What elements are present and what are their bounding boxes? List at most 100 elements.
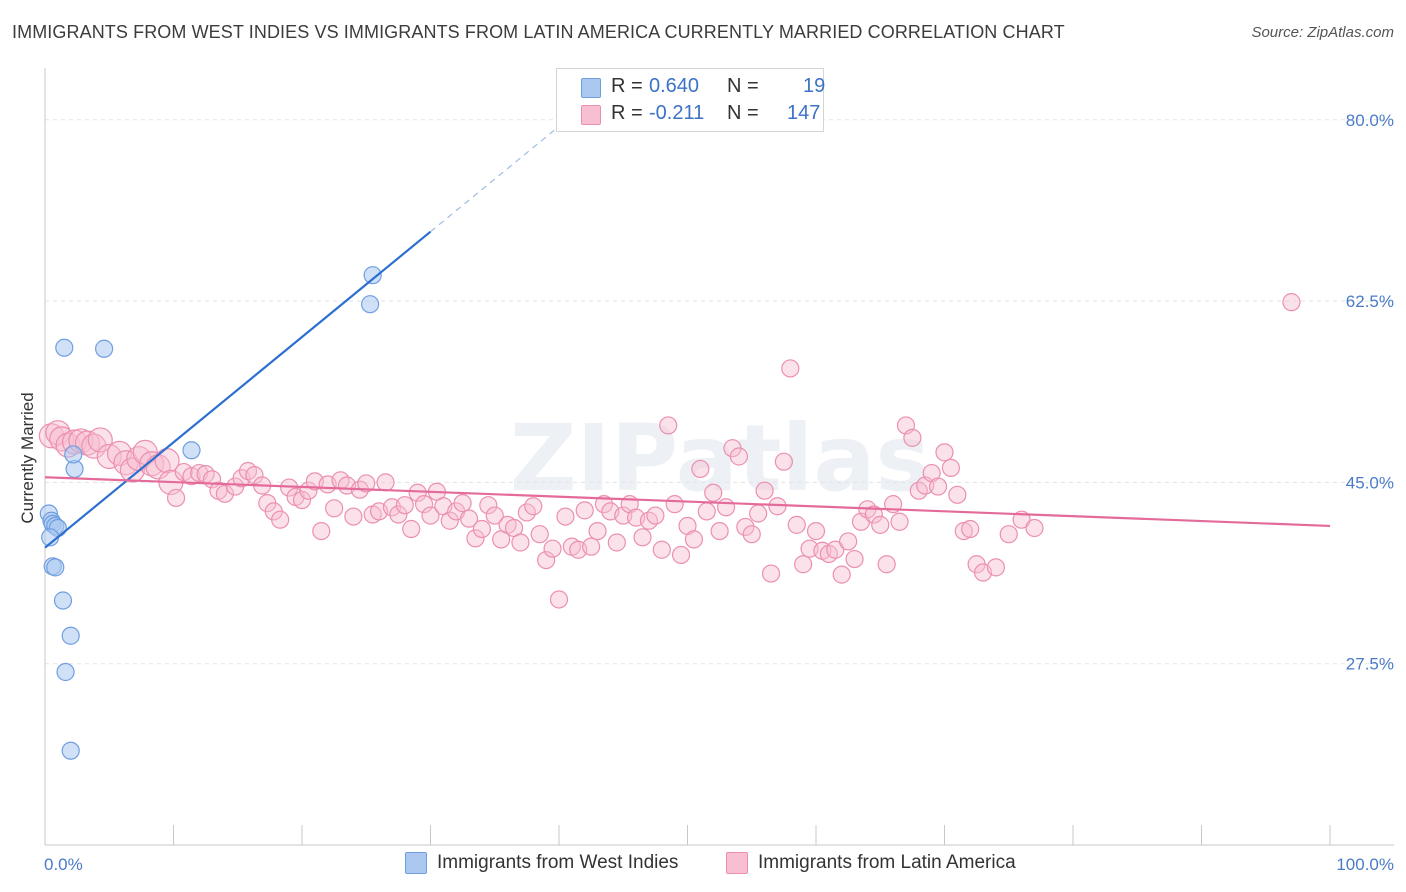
latin-america-point: [106, 440, 133, 466]
latin-america-trend-line: [44, 476, 1331, 528]
y-tick-label: 27.5%: [1346, 655, 1394, 674]
latin-america-point: [271, 510, 290, 529]
latin-america-point: [845, 549, 864, 569]
latin-america-point: [794, 555, 813, 574]
latin-america-point: [877, 555, 896, 574]
latin-america-point: [633, 528, 652, 547]
latin-america-point: [652, 540, 671, 559]
legend-n-value: 147: [787, 102, 821, 124]
latin-america-point: [749, 504, 768, 523]
y-tick-labels: 27.5% 45.0% 62.5% 80.0%: [1346, 111, 1394, 674]
latin-america-point: [704, 483, 723, 502]
latin-america-point: [87, 427, 113, 453]
latin-america-point: [716, 498, 736, 517]
west-indies-point: [363, 266, 382, 285]
west-indies-trend-line: [44, 230, 432, 549]
source-credit: Source: ZipAtlas.com: [1251, 24, 1394, 41]
latin-america-point: [459, 509, 479, 528]
latin-america-point: [344, 507, 363, 526]
correlation-legend: R = 0.640 N = 19 R = -0.211 N = 147: [556, 68, 826, 132]
latin-america-point: [1025, 518, 1044, 538]
latin-america-point: [594, 495, 614, 514]
watermark: ZIPatlas: [510, 405, 930, 512]
west-indies-point: [95, 339, 114, 358]
latin-america-point: [395, 496, 414, 515]
latin-america-point: [691, 459, 710, 479]
latin-america-point: [376, 473, 395, 492]
latin-america-point: [781, 359, 800, 378]
latin-america-point: [215, 484, 234, 503]
latin-america-point: [787, 515, 806, 534]
legend-n-value: 19: [803, 75, 826, 97]
latin-america-point: [402, 519, 421, 539]
axes: [44, 68, 1394, 846]
latin-america-point: [961, 519, 980, 539]
legend-r-label: R =: [611, 75, 643, 97]
bottom-legend-swatch-pink: [726, 852, 748, 874]
latin-america-point: [697, 502, 716, 521]
latin-america-point: [684, 530, 704, 549]
latin-america-point: [139, 451, 165, 477]
latin-america-point: [312, 521, 331, 541]
latin-america-point: [575, 501, 594, 520]
latin-america-point: [389, 505, 408, 524]
latin-america-point: [325, 499, 344, 518]
legend-swatch-pink: [581, 105, 601, 125]
latin-america-point: [524, 497, 543, 516]
west-indies-point: [361, 295, 380, 314]
latin-america-point: [607, 533, 626, 552]
latin-america-point: [832, 565, 851, 584]
latin-america-point: [511, 533, 530, 552]
west-indies-point: [64, 445, 83, 464]
legend-r-label: R =: [611, 102, 643, 124]
latin-america-point: [543, 539, 562, 558]
legend-r-value: -0.211: [649, 102, 705, 124]
latin-america-point: [928, 477, 948, 496]
latin-america-point: [729, 447, 749, 466]
latin-america-point: [485, 506, 504, 525]
latin-america-point: [530, 525, 549, 544]
latin-america-point: [736, 517, 755, 537]
latin-america-points: [38, 293, 1301, 609]
latin-america-point: [659, 416, 678, 435]
latin-america-point: [588, 521, 607, 541]
latin-america-point: [414, 495, 434, 514]
latin-america-point: [96, 443, 122, 470]
latin-america-point: [806, 521, 826, 541]
legend-swatch-blue: [581, 78, 601, 98]
latin-america-point: [74, 430, 101, 456]
latin-america-point: [556, 507, 575, 526]
latin-america-point: [742, 525, 761, 544]
legend-r-value: 0.640: [649, 75, 700, 97]
latin-america-point: [357, 474, 376, 493]
latin-america-point: [755, 481, 774, 500]
latin-america-point: [941, 458, 961, 477]
latin-america-point: [166, 488, 186, 508]
latin-america-point: [479, 496, 498, 515]
west-indies-point: [53, 591, 73, 610]
y-axis-label: Currently Married: [18, 392, 37, 523]
latin-america-point: [890, 512, 909, 531]
bottom-legend-label: Immigrants from Latin America: [758, 852, 1016, 873]
latin-america-point: [774, 452, 793, 471]
latin-america-point: [421, 506, 440, 525]
legend-n-label: N =: [727, 102, 759, 124]
x-tick-label-min: 0.0%: [44, 855, 83, 874]
bottom-legend-label: Immigrants from West Indies: [437, 852, 679, 873]
latin-america-point: [549, 590, 569, 609]
y-tick-label: 80.0%: [1346, 111, 1394, 130]
latin-america-point: [826, 540, 845, 559]
gridlines: [45, 119, 1394, 665]
latin-america-point: [292, 490, 312, 510]
y-tick-label: 45.0%: [1346, 473, 1394, 492]
latin-america-point: [986, 558, 1006, 577]
latin-america-point: [948, 485, 967, 504]
latin-america-point: [761, 564, 781, 583]
latin-america-point: [646, 506, 665, 525]
legend-n-label: N =: [727, 75, 759, 97]
latin-america-point: [582, 537, 601, 556]
latin-america-point: [1282, 293, 1301, 312]
latin-america-point: [999, 525, 1018, 544]
latin-america-point: [839, 532, 858, 551]
